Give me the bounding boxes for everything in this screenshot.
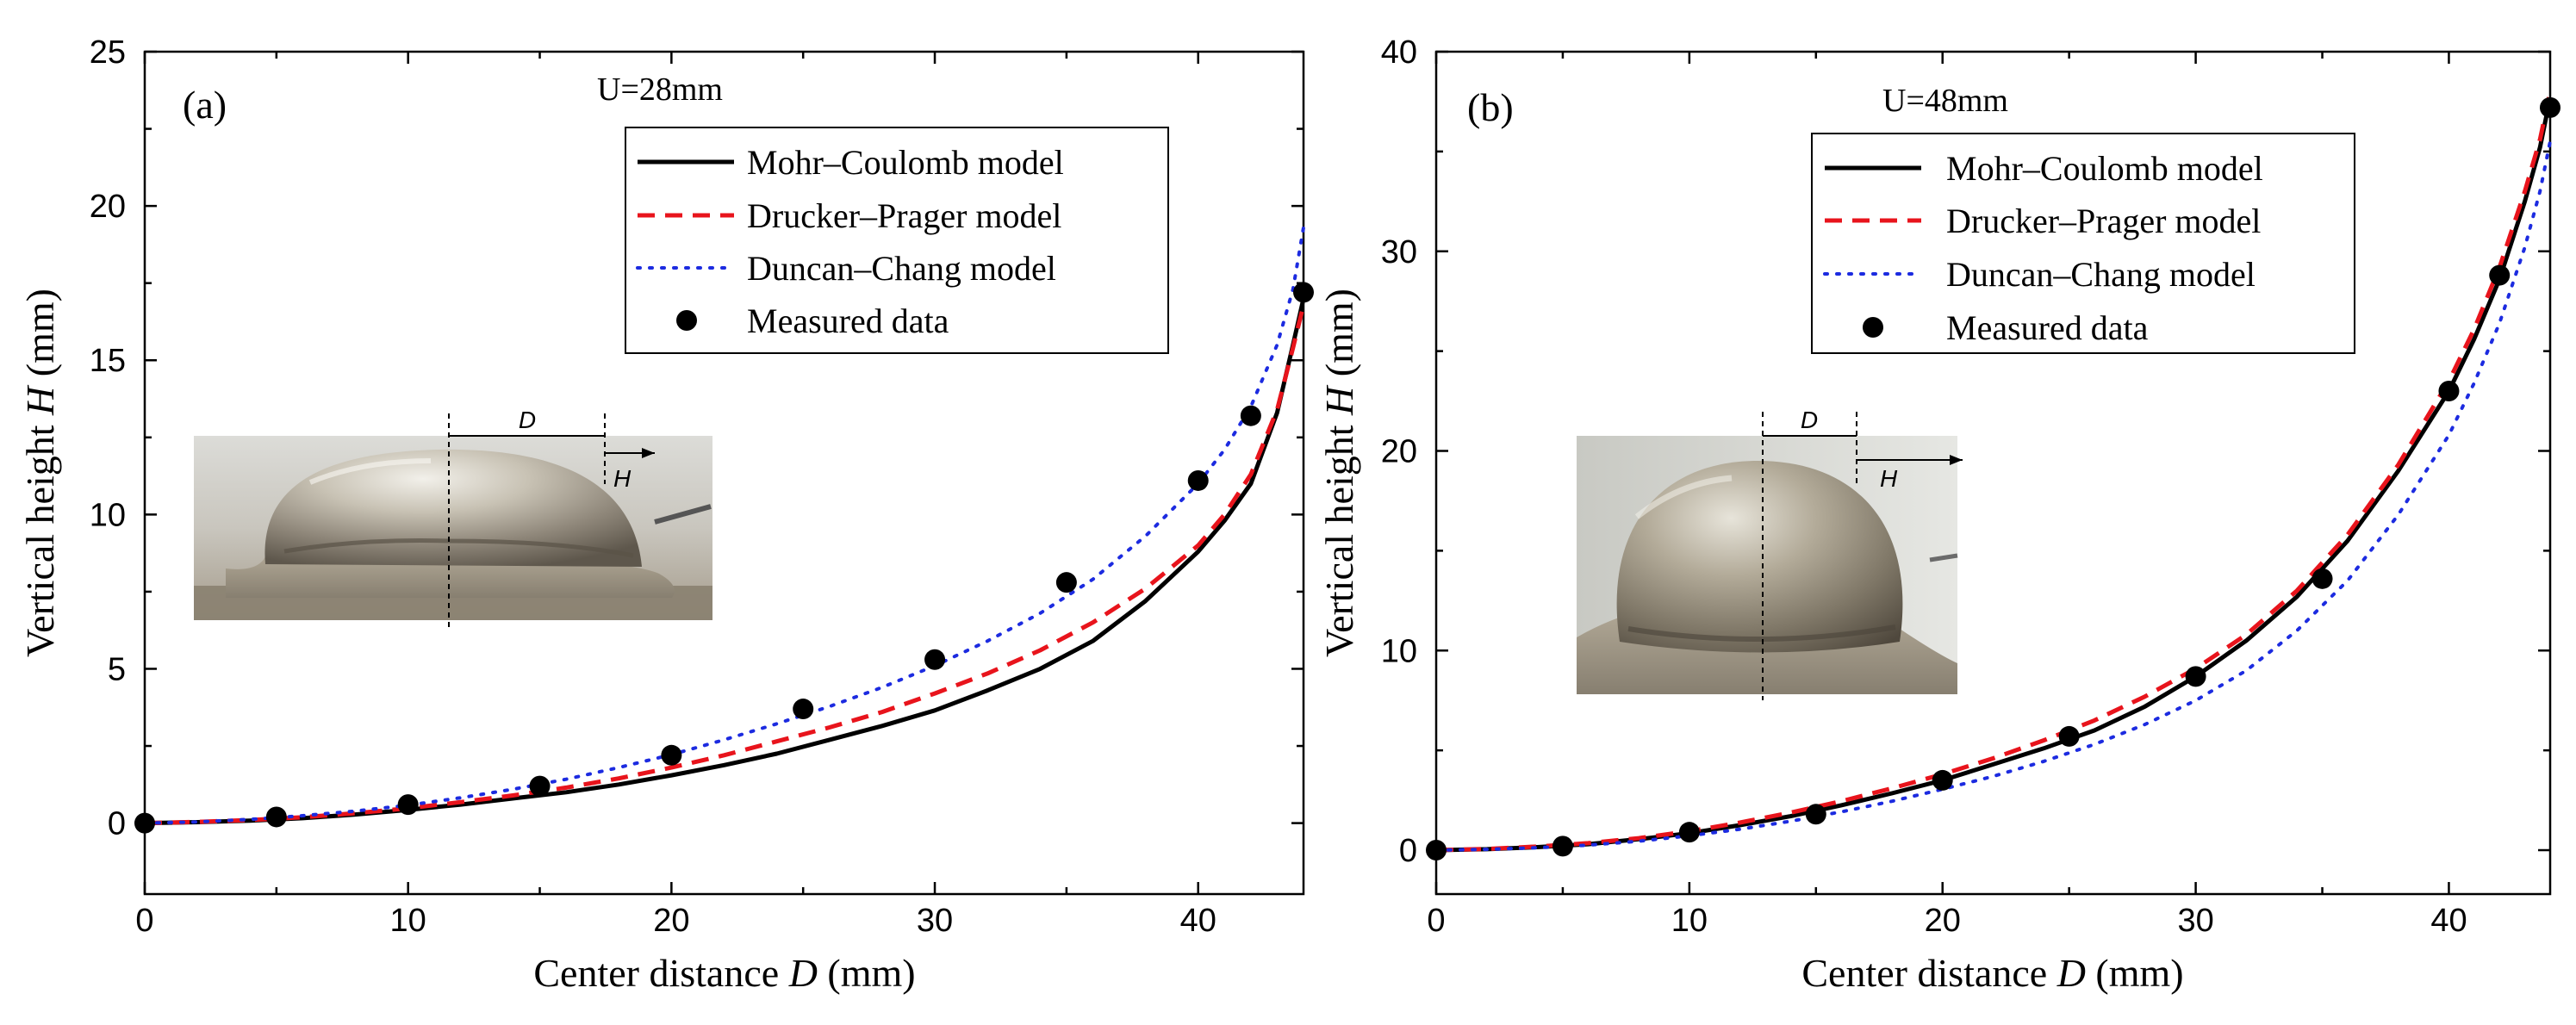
measured-point (1679, 822, 1700, 842)
y-tick-label: 15 (90, 343, 126, 379)
x-tick-label: 40 (2430, 903, 2467, 939)
measured-point (1806, 804, 1826, 824)
y-tick-label: 10 (1381, 633, 1417, 669)
legend-label-duncan-chang: Duncan–Chang model (747, 249, 1056, 288)
measured-point (530, 776, 551, 797)
inset-label-d: D (1801, 407, 1818, 433)
measured-point (924, 649, 945, 670)
y-tick-label: 40 (1381, 34, 1417, 71)
x-tick-label: 0 (135, 903, 153, 939)
measured-point (793, 699, 813, 719)
legend-label-mohr-coulomb: Mohr–Coulomb model (747, 143, 1064, 182)
y-tick-label: 20 (90, 189, 126, 225)
measured-point (661, 745, 681, 766)
y-tick-label: 30 (1381, 234, 1417, 270)
photo-inset-b: D H (1577, 407, 1963, 700)
x-tick-label: 40 (1180, 903, 1216, 939)
panel-label: (b) (1467, 85, 1514, 129)
measured-point (1552, 836, 1573, 856)
y-axis-label: Vertical height H (mm) (18, 289, 62, 657)
measured-point (398, 794, 419, 815)
measured-point (2186, 666, 2206, 686)
x-tick-label: 0 (1427, 903, 1445, 939)
y-tick-label: 0 (108, 806, 126, 842)
measured-point (1241, 406, 1261, 426)
measured-point (266, 806, 287, 827)
panel-label: (a) (183, 83, 227, 127)
measured-point (1932, 770, 1953, 791)
legend-label-duncan-chang: Duncan–Chang model (1946, 255, 2256, 294)
panel-b: 0 10 20 30 40 0 10 20 30 40 D H (b) U=48mm Mohr–C… (1317, 34, 2560, 995)
x-tick-label: 30 (2177, 903, 2213, 939)
legend-label-measured: Measured data (747, 301, 949, 340)
measured-point (2489, 265, 2510, 286)
y-tick-label: 20 (1381, 434, 1417, 470)
y-tick-label: 0 (1399, 833, 1417, 869)
inset-label-h: H (613, 465, 632, 492)
photo-inset-a: D H (194, 407, 712, 627)
y-tick-label: 10 (90, 497, 126, 533)
condition-label: U=28mm (597, 71, 723, 108)
y-axis-label: Vertical height H (mm) (1317, 289, 1361, 657)
measured-point (1293, 282, 1314, 302)
condition-label: U=48mm (1882, 83, 2008, 119)
x-axis-label: Center distance D (mm) (1801, 951, 2183, 995)
x-tick-label: 20 (653, 903, 689, 939)
legend: Mohr–Coulomb model Drucker–Prager model … (1812, 134, 2355, 353)
measured-point (2312, 568, 2333, 589)
measured-point (1426, 840, 1447, 860)
panel-a: 0 10 20 30 40 0 5 10 15 20 25 D H (a) U=28mm Mohr–… (18, 34, 1314, 995)
legend-label-drucker-prager: Drucker–Prager model (747, 196, 1061, 235)
legend: Mohr–Coulomb model Drucker–Prager model … (625, 127, 1168, 353)
measured-point (1056, 572, 1077, 593)
measured-point (2540, 97, 2560, 118)
inset-label-h: H (1880, 465, 1898, 492)
legend-label-measured: Measured data (1946, 308, 2149, 347)
measured-point (1188, 470, 1209, 491)
x-tick-label: 30 (917, 903, 953, 939)
measured-point (2438, 381, 2459, 401)
x-tick-label: 10 (390, 903, 426, 939)
x-tick-label: 20 (1925, 903, 1961, 939)
legend-label-drucker-prager: Drucker–Prager model (1946, 202, 2261, 240)
inset-label-d: D (519, 407, 536, 433)
measured-point (2059, 726, 2080, 747)
y-tick-label: 25 (90, 34, 126, 71)
figure: 0 10 20 30 40 0 5 10 15 20 25 D H (a) U=28mm Mohr–… (0, 0, 2576, 1025)
y-tick-label: 5 (108, 651, 126, 687)
x-axis-label: Center distance D (mm) (533, 951, 915, 995)
measured-point (134, 813, 155, 834)
legend-label-mohr-coulomb: Mohr–Coulomb model (1946, 149, 2263, 188)
x-tick-label: 10 (1671, 903, 1708, 939)
